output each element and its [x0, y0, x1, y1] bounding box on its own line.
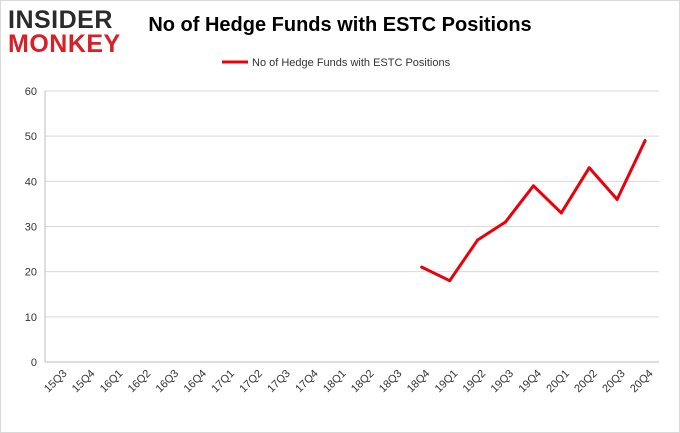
data-point	[448, 279, 452, 283]
x-tick-label: 20Q2	[572, 368, 600, 396]
y-tick-label: 60	[25, 86, 37, 98]
y-tick-label: 20	[25, 267, 37, 279]
x-tick-label: 17Q3	[265, 368, 293, 396]
x-tick-label: 16Q2	[126, 368, 154, 396]
data-point	[476, 238, 480, 242]
y-tick-label: 0	[31, 357, 37, 369]
data-point	[559, 211, 563, 215]
x-tick-label: 20Q4	[628, 368, 656, 396]
x-tick-label: 18Q1	[321, 368, 349, 396]
y-tick-label: 40	[25, 176, 37, 188]
x-tick-label: 16Q1	[98, 368, 126, 396]
legend: No of Hedge Funds with ESTC Positions	[222, 57, 451, 69]
series-line-0	[420, 139, 647, 283]
y-tick-label: 10	[25, 312, 37, 324]
x-tick-label: 17Q2	[237, 368, 265, 396]
logo-line-insider: INSIDER	[8, 6, 113, 34]
x-tick-label: 19Q2	[461, 368, 489, 396]
x-tick-label: 17Q4	[293, 368, 321, 396]
x-tick-label: 19Q4	[516, 368, 544, 396]
x-tick-label: 18Q3	[377, 368, 405, 396]
x-tick-label: 19Q3	[489, 368, 517, 396]
data-point	[587, 166, 591, 170]
data-point	[643, 139, 647, 143]
x-tick-label: 18Q2	[349, 368, 377, 396]
data-point	[420, 265, 424, 269]
x-tick-label: 20Q3	[600, 368, 628, 396]
x-tick-label: 16Q3	[154, 368, 182, 396]
data-point	[531, 184, 535, 188]
y-tick-label: 50	[25, 131, 37, 143]
x-tick-label: 15Q3	[42, 368, 70, 396]
chart-title: No of Hedge Funds with ESTC Positions	[148, 14, 532, 36]
series-lines	[420, 139, 647, 283]
data-point	[615, 197, 619, 201]
gridlines	[45, 90, 659, 318]
logo-line-monkey: MONKEY	[8, 30, 121, 58]
x-tick-label: 15Q4	[70, 368, 98, 396]
legend-label: No of Hedge Funds with ESTC Positions	[252, 57, 451, 69]
data-point	[504, 220, 507, 224]
insider-monkey-logo: INSIDER MONKEY	[8, 6, 128, 58]
y-tick-label: 30	[25, 222, 37, 234]
x-tick-label: 20Q1	[544, 368, 572, 396]
x-tick-label: 16Q4	[182, 368, 210, 396]
x-tick-label: 19Q1	[433, 368, 461, 396]
x-tick-label: 18Q4	[405, 368, 433, 396]
x-tick-label: 17Q1	[209, 368, 237, 396]
